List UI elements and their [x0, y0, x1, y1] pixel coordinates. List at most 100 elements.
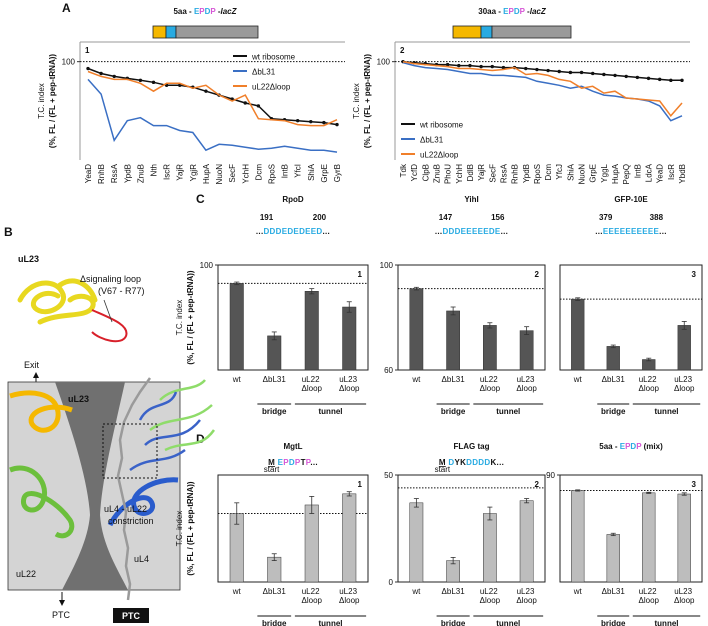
- plot-frame: [397, 474, 546, 583]
- constriction-label: constriction: [108, 516, 154, 526]
- constriction-box: [102, 423, 158, 479]
- point: [309, 119, 313, 124]
- sequence-part: D: [448, 458, 454, 467]
- error-bar: [575, 489, 581, 492]
- error-bar: [346, 491, 352, 497]
- panel-label: A: [62, 1, 71, 15]
- bar: [519, 500, 534, 583]
- point: [602, 72, 606, 77]
- point: [591, 71, 595, 76]
- sequence-part: ...: [497, 458, 505, 467]
- point: [646, 76, 651, 81]
- plot-frame: [559, 474, 703, 583]
- x-tick-label: ΔbL31: [263, 587, 287, 596]
- uL4-label: uL4: [134, 554, 149, 564]
- uL23-ribbon: [17, 278, 98, 325]
- start-label: start: [435, 465, 451, 474]
- uL22-uL4-structure: [129, 379, 216, 472]
- y-tick-label: 60: [384, 366, 393, 375]
- x-tick-label: YpdB: [522, 164, 531, 183]
- residue-number: 156: [491, 213, 505, 222]
- nascent-peptide: [116, 377, 152, 601]
- error-bar: [646, 357, 652, 362]
- y-axis-label: (%, FL / (FL + pep-tRNA)): [186, 270, 195, 364]
- construct-title-part: -: [216, 7, 221, 16]
- error-bar: [610, 532, 616, 537]
- y-tick-label: 100: [200, 261, 214, 270]
- point: [151, 80, 156, 85]
- error-bar: [234, 281, 240, 286]
- x-tick-line: uL23: [674, 587, 694, 596]
- uL22-loop: [9, 465, 75, 539]
- sequence-part: T: [301, 458, 306, 467]
- panel-label: D: [196, 432, 205, 446]
- x-tick-line: Δloop: [480, 384, 501, 393]
- residue-number: 147: [439, 213, 453, 222]
- sequence: M EPDPTP...: [268, 458, 318, 467]
- x-tick-label: uL22 Δloop: [639, 587, 660, 605]
- bar: [342, 306, 357, 371]
- sequence-part: M: [268, 458, 275, 467]
- x-tick-label: Dcm: [544, 164, 553, 181]
- bar: [409, 288, 424, 371]
- legend-label: ΔbL31: [252, 68, 276, 77]
- construct-title-part: E: [194, 7, 200, 16]
- chart-title: 5aa - EPDP (mix): [599, 442, 663, 451]
- bar: [571, 298, 585, 371]
- x-tick-label: Dcm: [254, 164, 263, 181]
- sequence-part: P: [283, 458, 289, 467]
- x-tick-label: YggL: [600, 163, 609, 182]
- x-tick-label: SecF: [228, 164, 237, 183]
- group-label: tunnel: [655, 407, 679, 416]
- plot-frame: [217, 474, 369, 583]
- x-tick-line: Δloop: [480, 596, 501, 605]
- residue-number: 388: [650, 213, 664, 222]
- point: [490, 64, 494, 69]
- point: [669, 78, 673, 83]
- x-tick-label: uL23 Δloop: [339, 375, 360, 393]
- error-bar: [309, 495, 315, 514]
- point: [479, 64, 483, 69]
- group-label: bridge: [262, 407, 287, 416]
- x-tick-line: uL22: [639, 375, 659, 384]
- x-tick-label: ClpB: [421, 164, 430, 181]
- x-tick-label: YeaD: [656, 164, 665, 184]
- construct-title-part: lacZ: [221, 7, 238, 16]
- bar: [304, 504, 319, 583]
- error-bar: [610, 344, 616, 349]
- x-tick-line: Δloop: [674, 384, 695, 393]
- point: [568, 70, 573, 75]
- x-tick-label: DdlB: [466, 164, 475, 181]
- bar: [483, 513, 497, 583]
- y-tick-label: 100: [380, 261, 394, 270]
- x-tick-label: RssA: [499, 163, 508, 183]
- x-tick-label: ShiA: [566, 163, 575, 181]
- constriction-label: uL4 - uL22: [104, 504, 147, 514]
- sequence-part: EEEEEEEEEE: [603, 227, 660, 236]
- y-axis-label: T.C. index: [175, 300, 184, 336]
- residue-number: 379: [599, 213, 613, 222]
- sequence-part: DDDD: [466, 458, 490, 467]
- panel-number: 1: [358, 270, 363, 279]
- x-tick-label: uL23 Δloop: [674, 587, 695, 605]
- construct-title-part: -: [525, 7, 530, 16]
- y-axis-label: (%, FL / (FL + pep-tRNA)): [186, 481, 195, 575]
- error-bar: [681, 492, 687, 496]
- bar: [606, 346, 620, 371]
- x-tick-label: PhoU: [444, 164, 453, 184]
- x-tick-label: YfcI: [294, 164, 303, 178]
- group-label: bridge: [441, 407, 466, 416]
- x-tick-line: Δloop: [516, 596, 537, 605]
- x-tick-label: LdcA: [645, 163, 654, 182]
- x-tick-label: SecF: [488, 164, 497, 183]
- chart-title-part: D: [630, 442, 636, 451]
- construct-title-part: P: [520, 7, 526, 16]
- construct-title-part: P: [509, 7, 515, 16]
- plot-frame: [559, 264, 703, 371]
- x-tick-label: RpoS: [267, 164, 276, 184]
- y-axis-label: T.C. index: [175, 511, 184, 547]
- sequence-part: DDDEDEDEED: [263, 227, 322, 236]
- error-bar: [646, 491, 652, 494]
- bar: [229, 283, 244, 371]
- legend-label: wt ribosome: [419, 121, 464, 130]
